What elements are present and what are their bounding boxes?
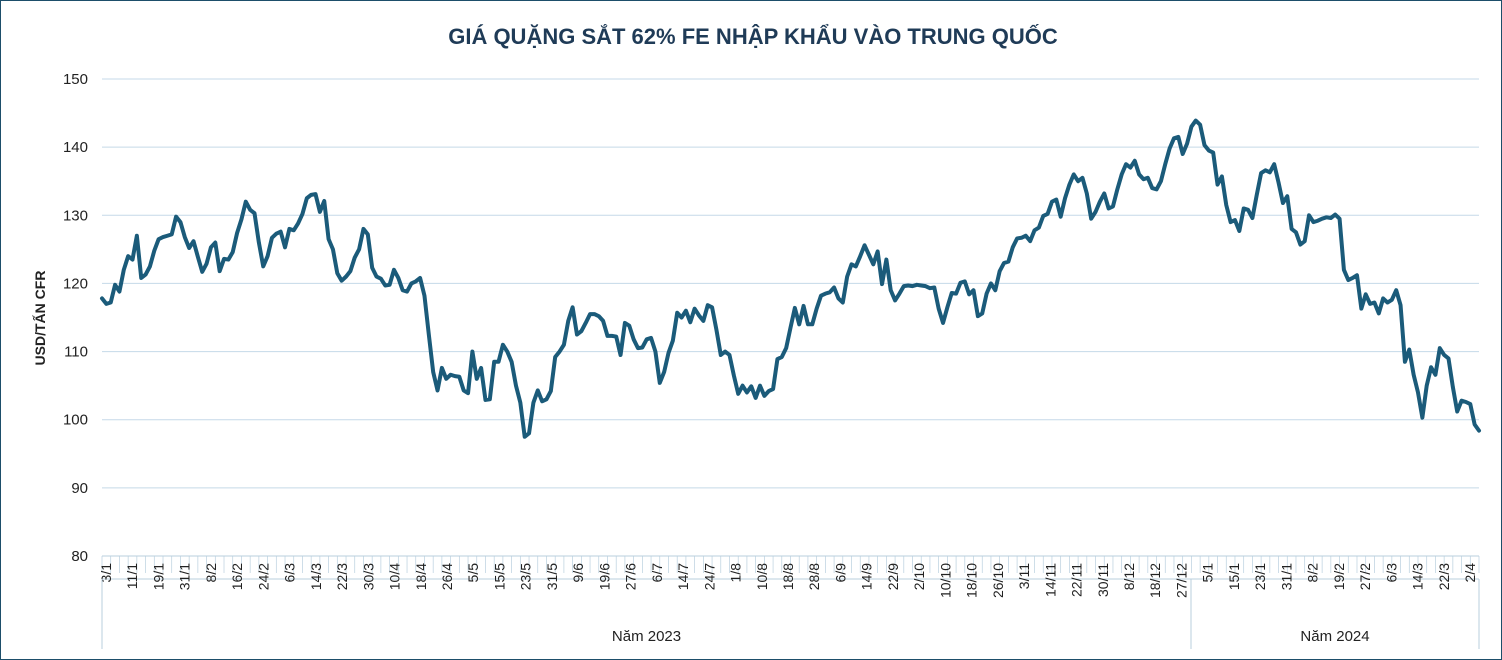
x-tick-label: 10/8 [754,563,770,590]
x-tick-label: 19/6 [596,563,612,590]
x-tick-label: 8/2 [1305,563,1321,583]
x-tick-label: 14/7 [675,563,691,590]
x-tick-label: 9/6 [570,563,586,583]
x-tick-label: 24/7 [701,563,717,590]
x-tick-label: 19/2 [1331,563,1347,590]
x-tick-label: 14/9 [859,563,875,590]
x-tick-label: 18/4 [413,563,429,590]
y-tick-100: 100 [63,412,88,429]
x-tick-label: 2/4 [1462,563,1478,583]
x-tick-label: 24/2 [255,563,271,590]
x-tick-label: 16/2 [229,563,245,590]
series-layer [100,118,1481,439]
x-tick-label: 27/6 [623,563,639,590]
x-tick-label: 14/11 [1042,563,1058,597]
y-tick-110: 110 [64,344,88,361]
x-tick-label: 14/3 [1410,563,1426,590]
x-tick-label: 30/11 [1095,563,1111,597]
x-tick-label: 11/1 [124,563,140,589]
x-tick-label: 31/1 [177,563,193,590]
x-tick-label: 18/8 [780,563,796,590]
y-tick-140: 140 [63,139,88,156]
x-tick-label: 8/12 [1121,563,1137,590]
x-tick-label: 18/12 [1147,563,1163,598]
y-tick-80: 80 [71,548,88,565]
x-tick-label: 15/1 [1226,563,1242,590]
x-tick-label: 5/1 [1200,563,1216,583]
y-tick-120: 120 [63,275,88,292]
x-tick-label: 28/8 [806,563,822,590]
x-tick-label: 27/2 [1357,563,1373,590]
year-label-2023: Năm 2023 [612,628,681,645]
x-tick-label: 22/11 [1069,563,1085,597]
x-tick-label: 22/3 [334,563,350,590]
x-tick-label: 27/12 [1173,563,1189,598]
x-tick-label: 2/10 [911,563,927,590]
x-tick-label: 5/5 [465,563,481,583]
y-tick-90: 90 [71,480,88,497]
x-tick-label: 6/3 [282,563,298,583]
x-tick-label: 30/3 [360,563,376,590]
series-line-iron-ore-price [100,118,1481,439]
y-axis-label: USD/TẤN CFR [32,271,48,366]
x-tick-label: 31/5 [544,563,560,590]
x-tick-label: 23/1 [1252,563,1268,590]
y-tick-labels: 80 90 100 110 120 130 140 150 [63,71,88,565]
x-axis: 3/1 11/1 19/1 31/1 8/2 16/2 24/2 6/3 14/3 22/3 30/… [98,555,1480,649]
x-tick-label: 19/1 [150,563,166,590]
x-tick-label: 1/8 [728,563,744,583]
x-tick-label: 6/7 [649,563,665,583]
x-tick-label: 10/4 [387,563,403,590]
x-tick-label: 14/3 [308,563,324,590]
year-label-2024: Năm 2024 [1300,628,1369,645]
x-tick-label: 31/1 [1278,563,1294,590]
x-tick-label: 18/10 [964,563,980,598]
x-tick-label: 23/5 [518,563,534,590]
x-tick-label: 22/3 [1436,563,1452,590]
x-tick-label: 26/4 [439,563,455,590]
x-tick-label: 6/9 [832,563,848,583]
x-tick-label: 15/5 [491,563,507,590]
x-tick-label: 3/11 [1016,563,1032,589]
x-tick-label: 10/10 [937,563,953,598]
x-tick-label: 8/2 [203,563,219,583]
chart-title: GIÁ QUẶNG SẮT 62% FE NHẬP KHẨU VÀO TRUNG… [448,23,1058,49]
y-tick-130: 130 [63,207,88,224]
x-tick-label: 3/1 [98,563,114,583]
x-tick-label: 22/9 [885,563,901,590]
grid-lines [102,78,1479,489]
x-tick-label: 6/3 [1383,563,1399,583]
x-tick-label: 26/10 [990,563,1006,598]
y-tick-150: 150 [63,71,88,88]
